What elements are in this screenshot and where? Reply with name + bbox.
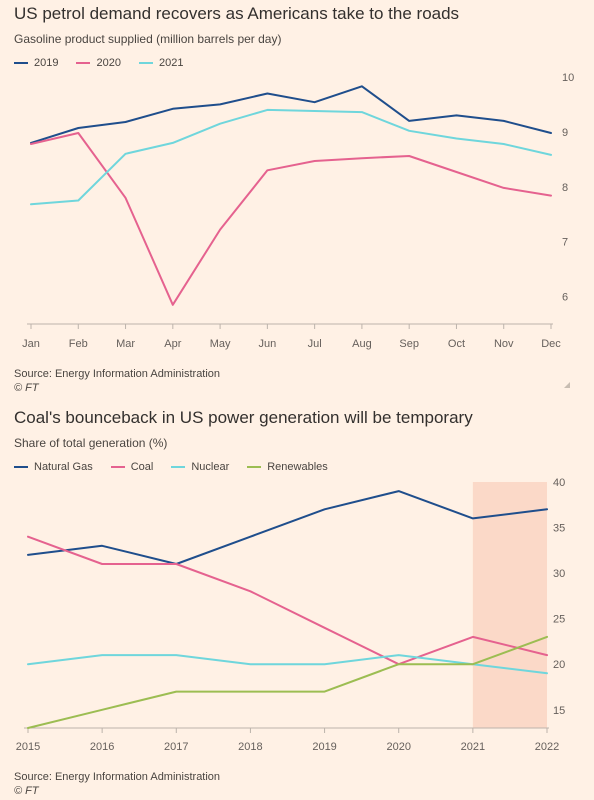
legend-label: Renewables bbox=[267, 461, 328, 473]
y-tick-label: 8 bbox=[562, 182, 568, 194]
chart-source: Source: Energy Information Administratio… bbox=[14, 770, 220, 798]
chart-subtitle: Gasoline product supplied (million barre… bbox=[14, 32, 282, 46]
x-tick-label: Jun bbox=[258, 338, 276, 350]
legend-swatch bbox=[171, 466, 186, 468]
y-tick-label: 30 bbox=[553, 568, 565, 580]
petrol-demand-chart-panel: US petrol demand recovers as Americans t… bbox=[14, 4, 574, 395]
x-tick-label: Jan bbox=[22, 338, 40, 350]
series-line-2021 bbox=[30, 108, 552, 206]
y-tick-label: 10 bbox=[562, 72, 574, 84]
legend-swatch bbox=[110, 466, 125, 468]
legend-item-2019: 2019 bbox=[14, 57, 58, 69]
y-tick-label: 6 bbox=[562, 292, 568, 304]
chart-title: Coal's bounceback in US power generation… bbox=[14, 408, 473, 427]
legend-item-2020: 2020 bbox=[76, 57, 121, 69]
y-tick-label: 9 bbox=[562, 127, 568, 139]
chart-legend: 2019 2020 2021 bbox=[14, 57, 183, 69]
legend-item-renewables: Renewables bbox=[247, 461, 328, 473]
coal-generation-plot: 2015 2016 2017 2018 2019 2020 2021 2022 15 20 25 30… bbox=[16, 477, 565, 753]
y-tick-label: 25 bbox=[553, 614, 565, 626]
legend-label: 2020 bbox=[96, 57, 121, 69]
chart-title: US petrol demand recovers as Americans t… bbox=[14, 4, 460, 23]
coal-generation-chart-panel: Coal's bounceback in US power generation… bbox=[0, 400, 594, 800]
petrol-demand-plot: Jan Feb Mar Apr May Jun Jul Aug Sep Oct Nov Dec 6 7 8 9… bbox=[22, 72, 574, 350]
series-line-coal bbox=[27, 535, 548, 666]
legend-label: 2019 bbox=[34, 57, 59, 69]
y-tick-label: 15 bbox=[553, 705, 565, 717]
y-tick-label: 7 bbox=[562, 237, 568, 249]
x-tick-label: Aug bbox=[352, 338, 372, 350]
copyright-text: © FT bbox=[14, 785, 39, 797]
copyright-text: © FT bbox=[14, 382, 39, 394]
x-tick-label: 2015 bbox=[16, 741, 40, 753]
x-tick-label: 2017 bbox=[164, 741, 188, 753]
x-tick-label: Apr bbox=[164, 338, 181, 350]
x-tick-label: Nov bbox=[494, 338, 514, 350]
x-tick-label: Mar bbox=[116, 338, 135, 350]
y-tick-label: 20 bbox=[553, 659, 565, 671]
x-tick-label: Feb bbox=[69, 338, 88, 350]
legend-label: Nuclear bbox=[191, 461, 230, 473]
series-line-2019 bbox=[30, 85, 552, 144]
series-line-2020 bbox=[30, 132, 552, 306]
legend-swatch bbox=[247, 466, 262, 468]
x-tick-label: 2020 bbox=[386, 741, 410, 753]
legend-swatch bbox=[138, 62, 153, 64]
forecast-shade bbox=[472, 482, 547, 728]
legend-swatch bbox=[14, 62, 28, 64]
x-tick-label: May bbox=[210, 338, 231, 350]
source-text: Source: Energy Information Administratio… bbox=[14, 368, 221, 380]
legend-item-2021: 2021 bbox=[138, 57, 184, 69]
legend-item-natural-gas: Natural Gas bbox=[14, 461, 93, 473]
legend-item-nuclear: Nuclear bbox=[171, 461, 229, 473]
legend-label: Natural Gas bbox=[34, 461, 93, 473]
x-tick-label: Dec bbox=[541, 338, 561, 350]
series-line-natural-gas bbox=[27, 490, 548, 565]
x-tick-label: Jul bbox=[308, 338, 322, 350]
x-tick-label: 2022 bbox=[535, 741, 559, 753]
x-tick-label: 2018 bbox=[238, 741, 262, 753]
resize-corner-icon bbox=[564, 382, 570, 388]
x-tick-label: Sep bbox=[399, 338, 419, 350]
chart-subtitle: Share of total generation (%) bbox=[14, 436, 168, 450]
legend-swatch bbox=[14, 466, 28, 468]
y-tick-label: 40 bbox=[553, 477, 565, 489]
x-tick-label: 2019 bbox=[312, 741, 336, 753]
x-tick-label: 2016 bbox=[90, 741, 114, 753]
chart-legend: Natural Gas Coal Nuclear Renewables bbox=[14, 461, 328, 473]
legend-item-coal: Coal bbox=[110, 461, 154, 473]
legend-label: Coal bbox=[130, 461, 154, 473]
series-line-renewables bbox=[27, 635, 548, 729]
series-line-nuclear bbox=[27, 654, 548, 675]
legend-label: 2021 bbox=[158, 57, 184, 69]
legend-swatch bbox=[76, 62, 91, 64]
source-text: Source: Energy Information Administratio… bbox=[14, 771, 221, 783]
y-tick-label: 35 bbox=[553, 523, 565, 535]
x-tick-label: Oct bbox=[448, 338, 465, 350]
x-tick-label: 2021 bbox=[461, 741, 485, 753]
chart-source: Source: Energy Information Administratio… bbox=[14, 367, 220, 395]
